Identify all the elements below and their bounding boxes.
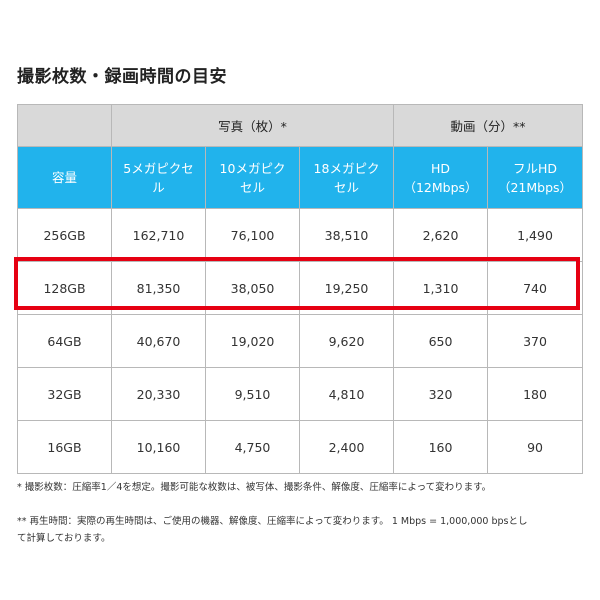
value-cell: 40,670 [111, 314, 206, 368]
value-cell: 162,710 [111, 208, 206, 262]
value-cell: 740 [487, 261, 584, 315]
group-header-empty [17, 104, 112, 147]
column-header-10mp-line2: セル [239, 179, 265, 195]
value-cell: 90 [487, 420, 584, 474]
value-cell: 19,250 [298, 261, 395, 315]
capacity-cell: 128GB [17, 261, 112, 315]
column-header-hd: HD （12Mbps） [393, 146, 489, 209]
group-header-video: 動画（分）** [393, 104, 584, 147]
column-header-5mp: 5メガピクセ ル [111, 146, 206, 209]
value-cell: 320 [393, 367, 489, 421]
table-row: 256GB 162,710 76,100 38,510 2,620 1,490 [17, 208, 584, 262]
column-header-hd-line2: （12Mbps） [403, 179, 478, 195]
column-header-fullhd-line2: （21Mbps） [497, 179, 573, 195]
value-cell: 81,350 [111, 261, 206, 315]
table-row: 32GB 20,330 9,510 4,810 320 180 [17, 367, 584, 421]
column-header-row: 容量 5メガピクセ ル 10メガピク セル 18メガピク セル HD （12Mb… [17, 146, 584, 209]
value-cell: 19,020 [205, 314, 300, 368]
value-cell: 4,810 [298, 367, 395, 421]
value-cell: 2,400 [298, 420, 395, 474]
column-header-18mp-line1: 18メガピク [313, 160, 380, 176]
column-header-10mp: 10メガピク セル [205, 146, 300, 209]
column-header-capacity: 容量 [17, 146, 112, 209]
column-header-fullhd: フルHD （21Mbps） [487, 146, 584, 209]
table-row: 64GB 40,670 19,020 9,620 650 370 [17, 314, 584, 368]
value-cell: 9,510 [205, 367, 300, 421]
column-header-18mp: 18メガピク セル [298, 146, 395, 209]
column-header-5mp-line2: ル [152, 179, 165, 195]
footnote-recording-time-line2: て計算しております。 [17, 533, 111, 544]
value-cell: 2,620 [393, 208, 489, 262]
value-cell: 20,330 [111, 367, 206, 421]
table-row-highlighted: 128GB 81,350 38,050 19,250 1,310 740 [17, 261, 584, 315]
value-cell: 1,490 [487, 208, 584, 262]
column-header-18mp-line2: セル [334, 179, 360, 195]
capacity-cell: 32GB [17, 367, 112, 421]
capacity-cell: 256GB [17, 208, 112, 262]
capacity-cell: 64GB [17, 314, 112, 368]
value-cell: 10,160 [111, 420, 206, 474]
page-title: 撮影枚数・録画時間の目安 [17, 67, 227, 87]
group-header-photo: 写真（枚）* [110, 104, 395, 147]
value-cell: 9,620 [298, 314, 395, 368]
value-cell: 180 [487, 367, 584, 421]
value-cell: 370 [487, 314, 584, 368]
column-header-fullhd-line1: フルHD [513, 160, 558, 176]
value-cell: 1,310 [393, 261, 489, 315]
group-header-row: 写真（枚）* 動画（分）** [17, 104, 584, 147]
footnote-recording-time-line1: ** 再生時間：実際の再生時間は、ご使用の機器、解像度、圧縮率によって変わります… [17, 516, 528, 527]
table-row: 16GB 10,160 4,750 2,400 160 90 [17, 420, 584, 474]
footnote-recording-time: ** 再生時間：実際の再生時間は、ご使用の機器、解像度、圧縮率によって変わります… [17, 513, 583, 547]
value-cell: 76,100 [205, 208, 300, 262]
value-cell: 38,510 [298, 208, 395, 262]
value-cell: 38,050 [205, 261, 300, 315]
value-cell: 160 [393, 420, 489, 474]
column-header-10mp-line1: 10メガピク [219, 160, 286, 176]
column-header-hd-line1: HD [431, 160, 451, 176]
footnote-photo-count: * 撮影枚数：圧縮率1／4を想定。撮影可能な枚数は、被写体、撮影条件、解像度、圧… [17, 482, 492, 493]
value-cell: 650 [393, 314, 489, 368]
value-cell: 4,750 [205, 420, 300, 474]
column-header-5mp-line1: 5メガピクセ [123, 160, 194, 176]
capacity-table: 写真（枚）* 動画（分）** 容量 5メガピクセ ル 10メガピク セル 18メ… [17, 104, 584, 474]
capacity-cell: 16GB [17, 420, 112, 474]
